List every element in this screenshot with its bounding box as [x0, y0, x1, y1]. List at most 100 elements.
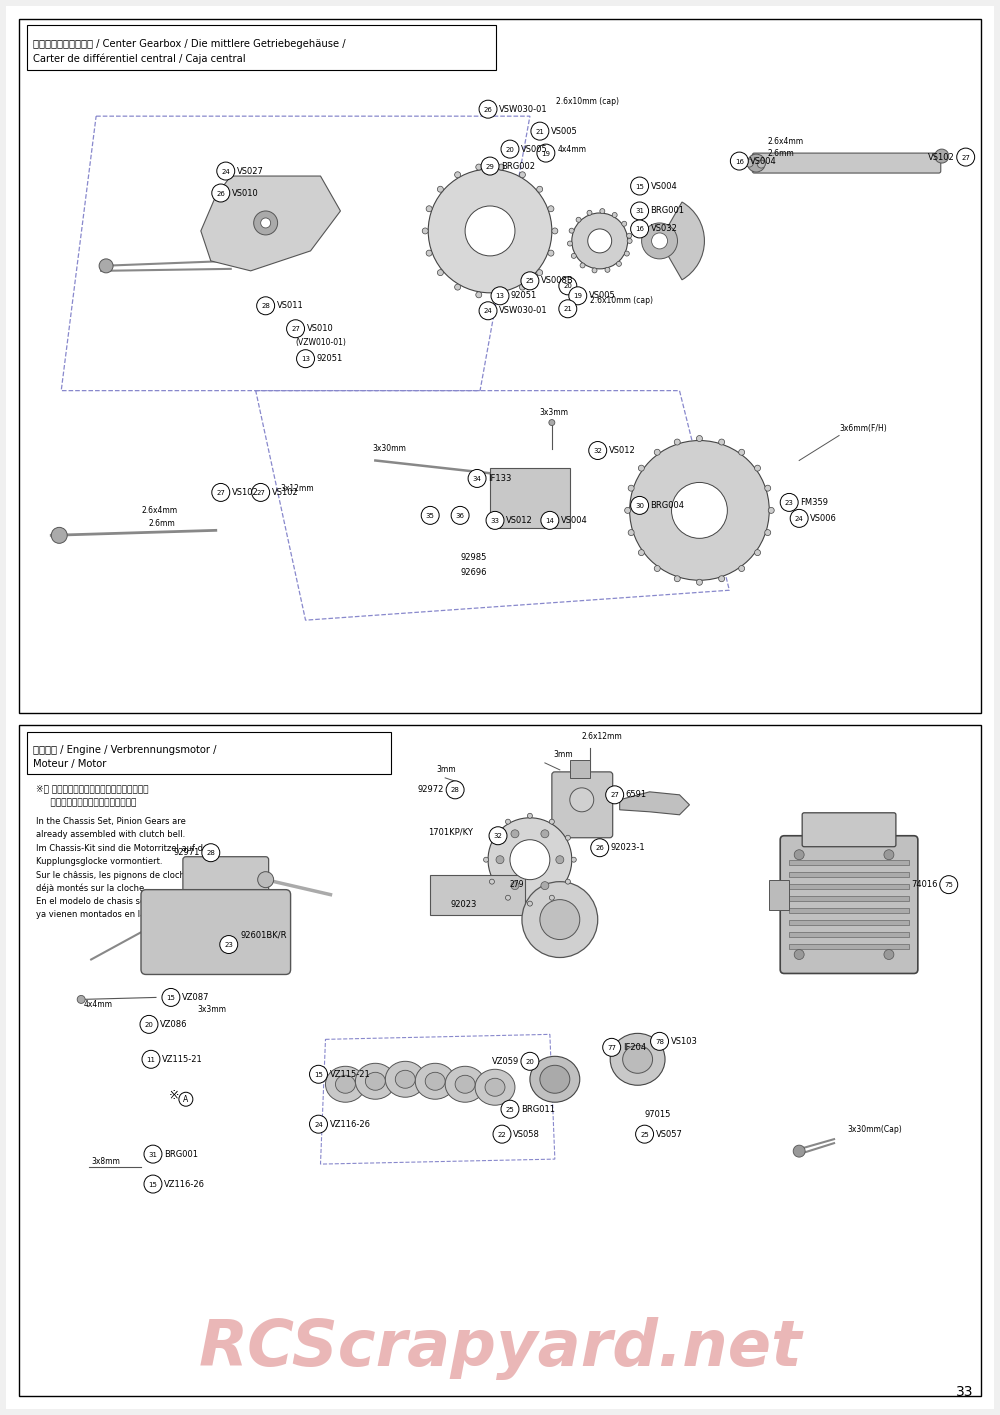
- Text: 92971: 92971: [173, 848, 200, 857]
- Text: 15: 15: [314, 1071, 323, 1078]
- Circle shape: [99, 259, 113, 273]
- Text: 3mm: 3mm: [554, 750, 573, 760]
- FancyBboxPatch shape: [780, 836, 918, 974]
- Ellipse shape: [445, 1067, 485, 1102]
- Circle shape: [548, 250, 554, 256]
- Circle shape: [794, 949, 804, 959]
- Circle shape: [606, 785, 624, 804]
- Bar: [490, 468, 570, 528]
- Circle shape: [179, 1092, 193, 1107]
- Text: BRG002: BRG002: [501, 161, 535, 171]
- Bar: [789, 920, 909, 924]
- Circle shape: [636, 1125, 654, 1143]
- Circle shape: [592, 267, 597, 273]
- Text: 35: 35: [426, 512, 435, 519]
- Circle shape: [501, 140, 519, 158]
- Circle shape: [940, 876, 958, 894]
- Ellipse shape: [610, 1033, 665, 1085]
- Circle shape: [541, 511, 559, 529]
- Text: 32: 32: [593, 449, 602, 454]
- Text: En el modelo de chasis solo, los piñones: En el modelo de chasis solo, los piñones: [36, 897, 206, 906]
- Circle shape: [559, 300, 577, 318]
- Circle shape: [622, 221, 627, 226]
- Text: 11: 11: [146, 1057, 155, 1063]
- Text: VZ087: VZ087: [182, 993, 209, 1002]
- Circle shape: [567, 241, 572, 246]
- Circle shape: [603, 1039, 621, 1057]
- Circle shape: [481, 157, 499, 175]
- Text: 92972: 92972: [418, 785, 444, 794]
- Circle shape: [572, 214, 628, 269]
- Circle shape: [745, 158, 753, 167]
- Circle shape: [638, 549, 644, 556]
- Circle shape: [531, 122, 549, 140]
- Text: VS102: VS102: [232, 488, 258, 497]
- Text: RCScrapyard.net: RCScrapyard.net: [198, 1317, 802, 1380]
- Circle shape: [489, 835, 494, 841]
- Circle shape: [484, 857, 489, 862]
- Ellipse shape: [540, 1065, 570, 1094]
- Text: 20: 20: [145, 1022, 153, 1027]
- Text: 2.6x4mm: 2.6x4mm: [767, 137, 803, 146]
- Circle shape: [426, 205, 432, 212]
- Polygon shape: [620, 792, 689, 815]
- Text: 27: 27: [216, 490, 225, 495]
- Circle shape: [258, 872, 274, 887]
- Circle shape: [540, 900, 580, 940]
- Text: 3x8mm: 3x8mm: [91, 1156, 120, 1166]
- Circle shape: [541, 882, 549, 890]
- Text: 3x6mm(F/H): 3x6mm(F/H): [839, 424, 887, 433]
- Circle shape: [486, 511, 504, 529]
- Bar: [789, 931, 909, 937]
- Text: 3mm: 3mm: [436, 766, 456, 774]
- Circle shape: [765, 485, 771, 491]
- Circle shape: [571, 857, 576, 862]
- Text: VS102: VS102: [272, 488, 298, 497]
- Circle shape: [569, 228, 574, 233]
- Text: 2.6mm: 2.6mm: [767, 149, 794, 157]
- Circle shape: [570, 788, 594, 812]
- Text: IF133: IF133: [488, 474, 511, 483]
- Text: VZ059: VZ059: [492, 1057, 519, 1065]
- Text: 92051: 92051: [317, 354, 343, 364]
- Text: 21: 21: [563, 306, 572, 313]
- Circle shape: [142, 1050, 160, 1068]
- Circle shape: [261, 218, 271, 228]
- Circle shape: [144, 1174, 162, 1193]
- Ellipse shape: [395, 1070, 415, 1088]
- Text: BRG001: BRG001: [164, 1149, 198, 1159]
- Text: 23: 23: [224, 942, 233, 948]
- Circle shape: [257, 297, 275, 314]
- Circle shape: [628, 529, 634, 536]
- Text: 22: 22: [498, 1132, 506, 1138]
- FancyBboxPatch shape: [141, 890, 291, 975]
- FancyBboxPatch shape: [802, 812, 896, 846]
- Circle shape: [588, 229, 612, 253]
- Circle shape: [202, 843, 220, 862]
- Circle shape: [220, 935, 238, 954]
- Circle shape: [537, 270, 543, 276]
- Circle shape: [162, 989, 180, 1006]
- Circle shape: [310, 1115, 327, 1133]
- Circle shape: [537, 144, 555, 163]
- Circle shape: [505, 819, 510, 824]
- Text: 25: 25: [506, 1107, 514, 1112]
- Circle shape: [768, 508, 774, 514]
- Bar: [19, 20, 981, 713]
- Text: Sur le châssis, les pignons de cloche sont: Sur le châssis, les pignons de cloche so…: [36, 870, 211, 880]
- Ellipse shape: [415, 1063, 455, 1099]
- Text: 3x30mm: 3x30mm: [372, 444, 406, 453]
- Circle shape: [719, 576, 725, 582]
- Circle shape: [537, 187, 543, 192]
- Circle shape: [541, 829, 549, 838]
- Circle shape: [589, 441, 607, 460]
- Text: 19: 19: [541, 150, 550, 157]
- FancyBboxPatch shape: [183, 856, 269, 917]
- Text: BRG001: BRG001: [651, 207, 685, 215]
- Bar: [789, 944, 909, 948]
- Bar: [789, 860, 909, 865]
- Circle shape: [549, 819, 554, 824]
- Circle shape: [790, 509, 808, 528]
- Circle shape: [719, 439, 725, 446]
- Circle shape: [422, 228, 428, 233]
